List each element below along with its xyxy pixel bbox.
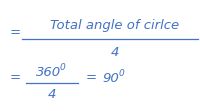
Text: 4: 4 bbox=[111, 46, 119, 58]
Text: =: = bbox=[86, 71, 97, 84]
Text: 0: 0 bbox=[59, 62, 65, 71]
Text: Total angle of cirlce: Total angle of cirlce bbox=[50, 20, 180, 33]
Text: 90: 90 bbox=[102, 71, 119, 84]
Text: =: = bbox=[10, 71, 21, 84]
Text: 360: 360 bbox=[36, 65, 62, 78]
Text: 4: 4 bbox=[48, 87, 56, 100]
Text: 0: 0 bbox=[119, 68, 125, 77]
Text: =: = bbox=[10, 27, 21, 40]
